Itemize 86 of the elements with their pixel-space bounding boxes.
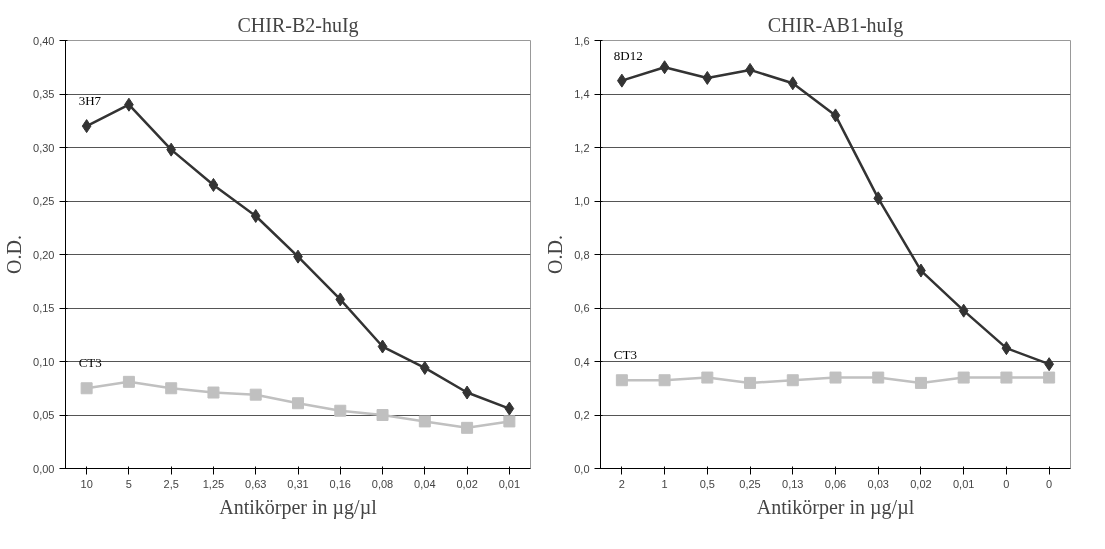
point bbox=[377, 339, 388, 354]
y-tick-label: 0,25 bbox=[33, 195, 55, 207]
point bbox=[787, 76, 798, 91]
x-tick-label: 0,08 bbox=[371, 477, 394, 490]
x-tick-label: 0,04 bbox=[414, 477, 436, 490]
series-label: 8D12 bbox=[613, 47, 643, 63]
y-tick-label: 0,20 bbox=[33, 248, 55, 261]
point bbox=[122, 375, 135, 388]
point bbox=[914, 376, 927, 389]
point bbox=[504, 401, 515, 416]
point bbox=[249, 388, 262, 401]
point bbox=[702, 70, 713, 85]
point bbox=[829, 371, 842, 384]
point bbox=[166, 142, 177, 157]
x-tick-label: 0 bbox=[1003, 477, 1010, 490]
point bbox=[81, 119, 92, 134]
point bbox=[165, 382, 178, 395]
point bbox=[292, 397, 304, 410]
x-tick-label: 1 bbox=[661, 477, 668, 490]
x-tick-label: 0,01 bbox=[498, 477, 521, 490]
y-axis-title: O.D. bbox=[544, 235, 567, 274]
point bbox=[659, 60, 670, 75]
y-tick-label: 0,35 bbox=[33, 88, 55, 100]
y-tick-label: 1,2 bbox=[574, 141, 590, 154]
y-tick-label: 0,40 bbox=[33, 34, 55, 47]
point bbox=[376, 409, 389, 421]
y-tick-label: 0,2 bbox=[574, 409, 590, 421]
point bbox=[1000, 371, 1013, 384]
x-tick-label: 0,13 bbox=[782, 477, 804, 490]
x-tick-label: 0,02 bbox=[456, 477, 478, 490]
point bbox=[207, 386, 220, 399]
x-tick-label: 0,06 bbox=[824, 477, 847, 490]
x-tick-label: 2,5 bbox=[163, 477, 179, 490]
y-tick-label: 0,00 bbox=[33, 462, 55, 475]
x-axis-title: Antikörper in µg/µl bbox=[756, 495, 915, 519]
y-tick-label: 1,0 bbox=[574, 195, 590, 207]
x-tick-label: 0,5 bbox=[699, 477, 715, 490]
point bbox=[208, 177, 219, 192]
series-label: CT3 bbox=[613, 347, 637, 363]
point bbox=[958, 303, 969, 318]
y-tick-label: 0,6 bbox=[574, 302, 590, 314]
x-tick-label: 1,25 bbox=[202, 477, 225, 490]
x-axis-title: Antikörper in µg/µl bbox=[219, 495, 378, 519]
point bbox=[1043, 371, 1056, 384]
point bbox=[250, 208, 261, 223]
point bbox=[335, 292, 346, 307]
point bbox=[334, 404, 347, 417]
x-tick-label: 0,02 bbox=[910, 477, 932, 490]
point bbox=[461, 421, 474, 434]
y-tick-label: 0,05 bbox=[33, 409, 55, 421]
x-tick-label: 0,03 bbox=[867, 477, 889, 490]
point bbox=[503, 415, 516, 428]
y-tick-label: 0,10 bbox=[33, 355, 55, 368]
y-tick-label: 0,30 bbox=[33, 141, 55, 154]
chart-title: CHIR-AB1-huIg bbox=[767, 13, 904, 37]
point bbox=[1001, 341, 1012, 356]
x-tick-label: 5 bbox=[125, 477, 132, 490]
x-tick-label: 2 bbox=[618, 477, 625, 490]
point bbox=[957, 371, 970, 384]
point bbox=[80, 382, 93, 395]
point bbox=[786, 374, 799, 387]
point bbox=[418, 415, 431, 428]
y-tick-label: 1,4 bbox=[574, 88, 590, 100]
point bbox=[744, 376, 757, 389]
y-tick-label: 1,6 bbox=[574, 34, 590, 47]
point bbox=[701, 371, 714, 384]
x-tick-label: 0 bbox=[1046, 477, 1053, 490]
point bbox=[419, 360, 430, 375]
series-label: 3H7 bbox=[78, 93, 102, 109]
x-tick-label: 0,01 bbox=[952, 477, 975, 490]
x-tick-label: 10 bbox=[80, 477, 93, 490]
y-tick-label: 0,4 bbox=[574, 355, 590, 368]
x-tick-label: 0,31 bbox=[287, 477, 309, 490]
y-tick-label: 0,8 bbox=[574, 248, 590, 261]
point bbox=[615, 374, 628, 387]
x-tick-label: 0,63 bbox=[245, 477, 267, 490]
point bbox=[830, 108, 841, 123]
y-tick-label: 0,15 bbox=[33, 302, 55, 314]
chart-title: CHIR-B2-huIg bbox=[237, 13, 359, 37]
x-tick-label: 0,25 bbox=[739, 477, 761, 490]
point bbox=[658, 374, 671, 387]
y-axis-title: O.D. bbox=[3, 235, 26, 274]
point bbox=[872, 371, 885, 384]
y-tick-label: 0,0 bbox=[574, 462, 590, 475]
x-tick-label: 0,16 bbox=[329, 477, 351, 490]
point bbox=[873, 191, 884, 206]
